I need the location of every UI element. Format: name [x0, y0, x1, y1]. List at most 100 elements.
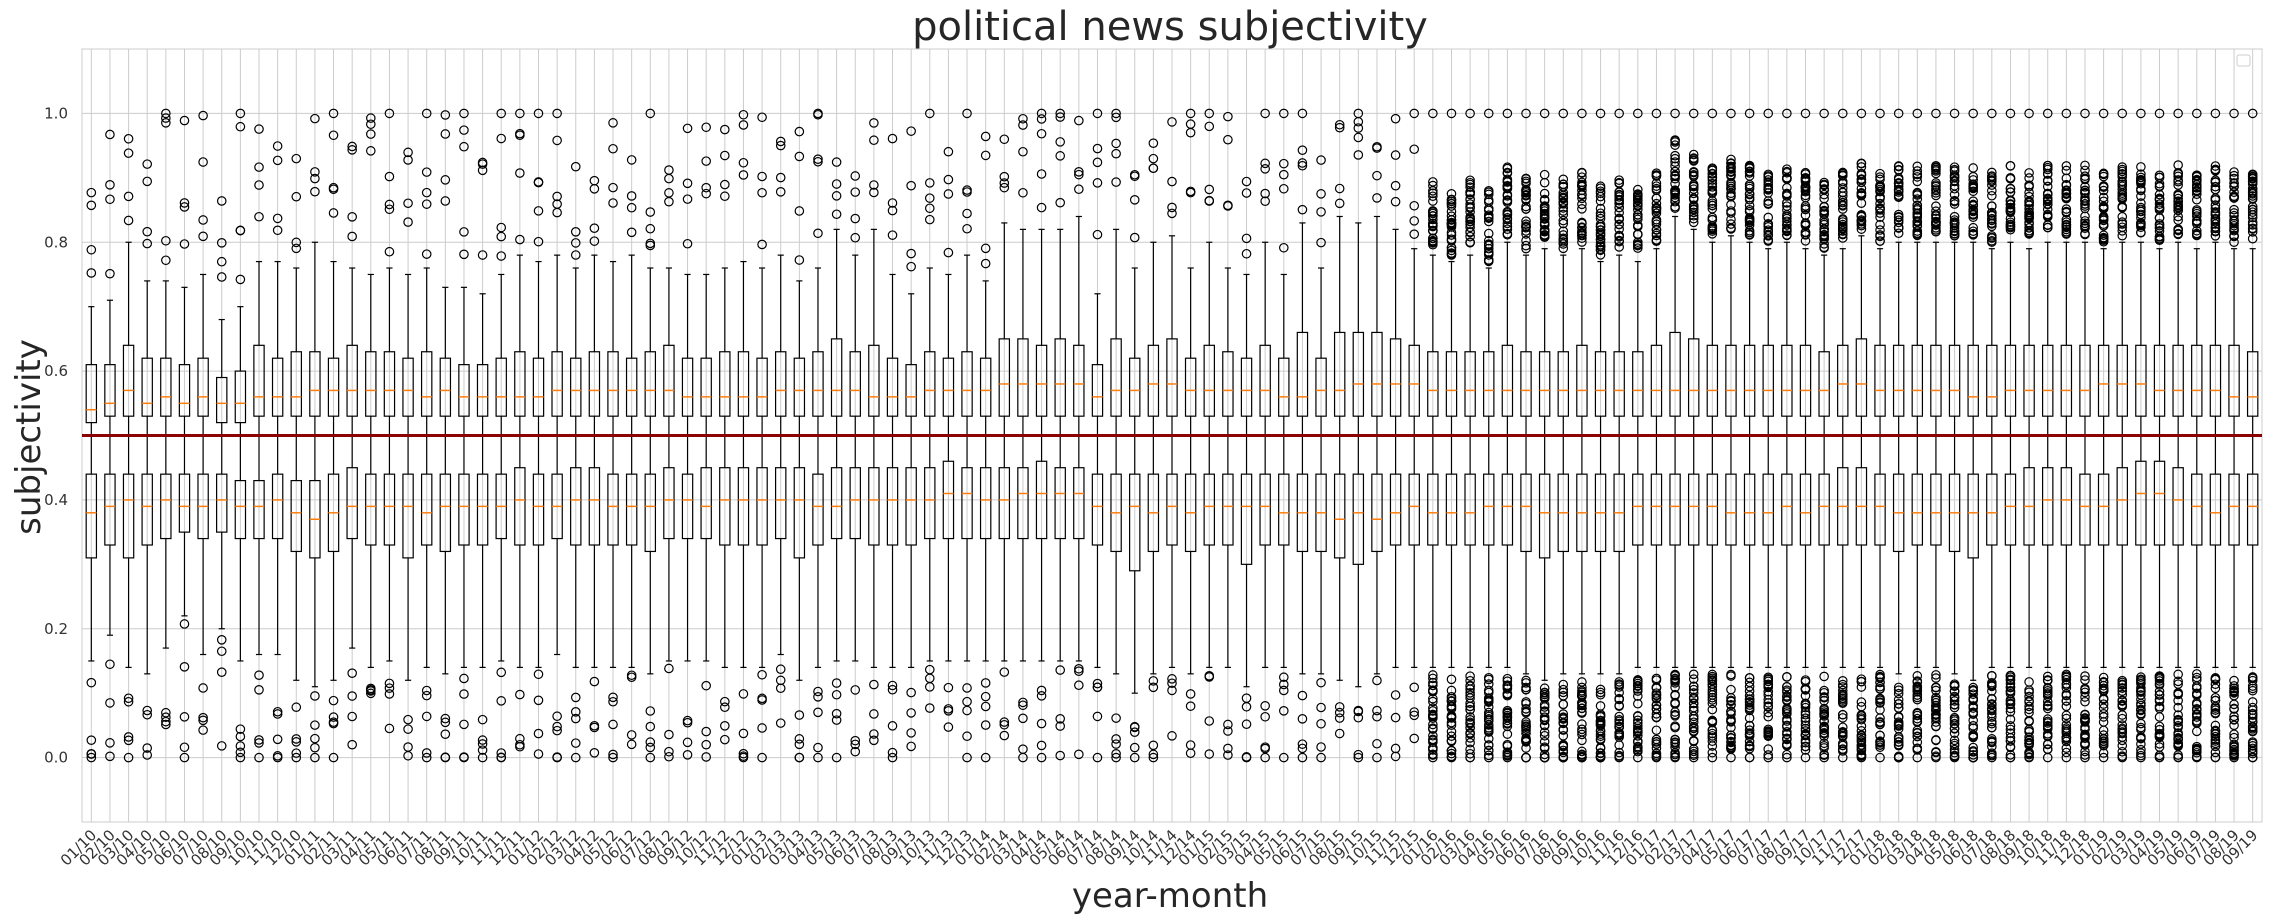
outlier-point	[1092, 682, 1103, 693]
outlier-point	[440, 729, 451, 739]
outlier-point	[906, 708, 916, 718]
outlier-point	[1688, 711, 1699, 722]
box	[420, 351, 433, 417]
outlier-point	[1763, 184, 1774, 195]
outlier-point	[2173, 160, 2183, 170]
outlier-point	[2229, 173, 2239, 184]
outlier-point	[2173, 225, 2183, 236]
outlier-point	[515, 168, 525, 178]
outlier-point	[1931, 710, 1941, 720]
outlier-point	[1539, 188, 1550, 199]
outlier-point	[813, 108, 823, 119]
outlier-point	[906, 687, 916, 698]
outlier-point	[1633, 676, 1643, 687]
outlier-point	[1856, 198, 1867, 208]
outlier-point	[1875, 231, 1885, 242]
box	[1650, 344, 1663, 417]
outlier-point	[1595, 689, 1606, 700]
outlier-point	[1539, 208, 1550, 219]
outlier-point	[2024, 200, 2034, 210]
box	[1203, 344, 1215, 417]
y-tick-label: 0.8	[44, 233, 68, 251]
box	[1184, 357, 1197, 417]
outlier-point	[2191, 225, 2202, 236]
outlier-point	[2136, 678, 2146, 689]
outlier-point	[1782, 226, 1792, 237]
outlier-point	[1521, 682, 1531, 693]
outlier-point	[1726, 208, 1736, 218]
box	[420, 473, 433, 546]
box	[1333, 473, 1346, 559]
outlier-point	[533, 236, 544, 247]
outlier-point	[366, 119, 376, 130]
outlier-point	[1558, 181, 1569, 192]
outlier-point	[850, 171, 861, 181]
outlier-point	[1744, 171, 1755, 181]
outlier-point	[1912, 752, 1923, 763]
outlier-point	[198, 215, 208, 225]
outlier-point	[2136, 705, 2146, 716]
outlier-point	[1297, 743, 1308, 754]
outlier-point	[1260, 164, 1270, 174]
outlier-point	[1297, 204, 1308, 215]
outlier-point	[1502, 206, 1513, 217]
outlier-point	[1688, 726, 1699, 737]
outlier-point	[1428, 186, 1438, 196]
outlier-point	[1521, 240, 1531, 251]
outlier-point	[1260, 158, 1270, 169]
outlier-point	[1800, 683, 1811, 694]
box	[458, 473, 470, 546]
outlier-point	[2098, 683, 2109, 694]
box	[644, 473, 657, 553]
outlier-point	[328, 108, 339, 119]
outlier-point	[924, 214, 935, 225]
outlier-point	[1968, 721, 1978, 731]
outlier-point	[2136, 718, 2146, 729]
outlier-point	[421, 108, 432, 119]
outlier-point	[1931, 178, 1941, 188]
outlier-point	[1558, 203, 1569, 213]
outlier-point	[1782, 188, 1792, 199]
outlier-point	[1782, 164, 1792, 174]
outlier-point	[1670, 150, 1680, 161]
outlier-point	[1633, 718, 1643, 728]
outlier-point	[1260, 711, 1270, 722]
outlier-point	[496, 752, 507, 763]
outlier-point	[1707, 226, 1718, 236]
outlier-point	[2080, 671, 2090, 681]
outlier-point	[1539, 687, 1550, 698]
outlier-point	[1651, 235, 1662, 246]
outlier-point	[1651, 193, 1662, 204]
outlier-point	[1204, 196, 1215, 206]
outlier-point	[1036, 202, 1047, 213]
outlier-point	[2024, 748, 2034, 759]
outlier-point	[310, 113, 320, 124]
outlier-point	[1893, 688, 1904, 699]
outlier-point	[1558, 218, 1569, 229]
outlier-point	[1633, 184, 1643, 195]
outlier-point	[2061, 701, 2072, 712]
outlier-point	[1726, 752, 1736, 763]
outlier-point	[775, 718, 786, 728]
box	[141, 357, 153, 417]
outlier-point	[1577, 167, 1587, 178]
outlier-point	[86, 244, 97, 255]
outlier-point	[1819, 671, 1829, 682]
outlier-point	[2098, 211, 2109, 222]
outlier-point	[2191, 180, 2202, 190]
outlier-point	[459, 125, 469, 135]
outlier-point	[2117, 179, 2128, 190]
outlier-point	[1074, 663, 1084, 674]
outlier-point	[720, 720, 730, 731]
outlier-point	[962, 705, 972, 716]
outlier-point	[1912, 172, 1923, 182]
outlier-point	[1577, 703, 1587, 714]
box	[85, 473, 98, 559]
outlier-point	[1968, 695, 1978, 706]
outlier-point	[2154, 189, 2165, 200]
outlier-point	[757, 723, 767, 733]
outlier-point	[1856, 750, 1867, 760]
outlier-point	[999, 730, 1010, 741]
box	[1967, 344, 1979, 417]
outlier-point	[2154, 732, 2165, 742]
